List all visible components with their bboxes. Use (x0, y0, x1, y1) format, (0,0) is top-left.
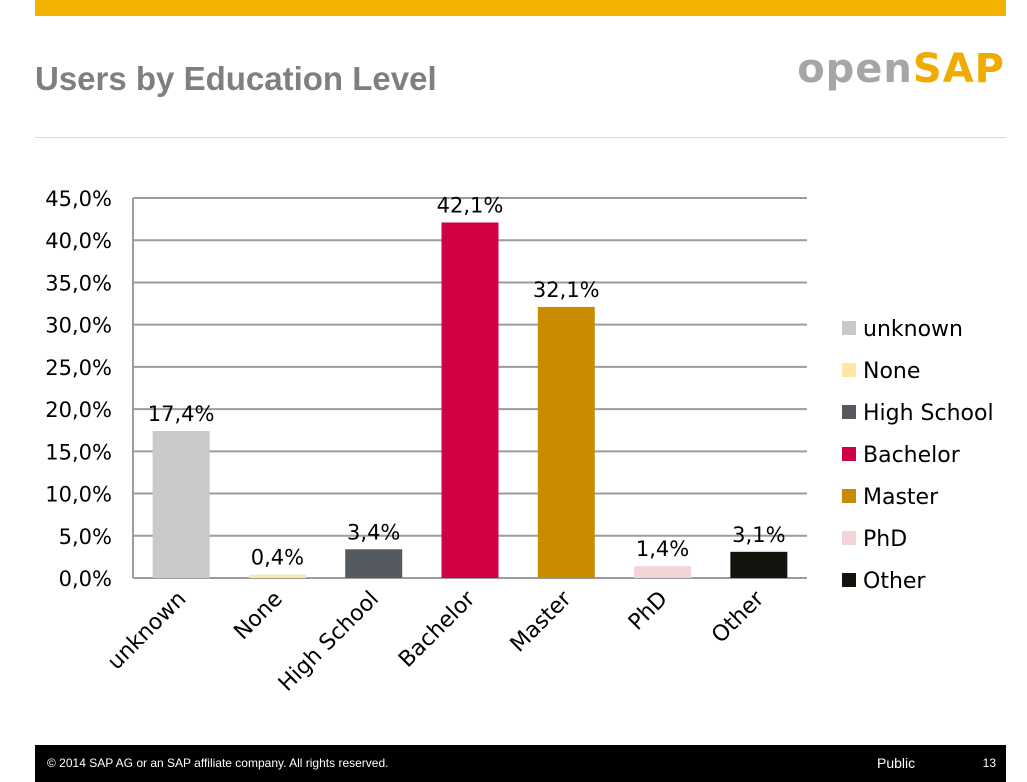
bar-other (730, 551, 788, 578)
data-label: 3,4% (347, 520, 400, 544)
legend-label: Master (863, 485, 939, 510)
legend-swatch (842, 531, 856, 545)
bar-bachelor (441, 222, 499, 578)
bar-none (248, 574, 306, 578)
x-tick-label: Other (707, 586, 770, 649)
legend-swatch (842, 405, 856, 419)
legend-label: High School (863, 401, 994, 426)
footer-classification: Public (877, 755, 916, 771)
bar-high-school (345, 549, 403, 578)
data-label: 32,1% (533, 278, 600, 302)
x-tick-label: None (229, 587, 287, 645)
data-label: 0,4% (251, 546, 304, 570)
y-tick-label: 10,0% (45, 483, 112, 507)
legend-swatch (842, 321, 856, 335)
top-accent-bar (35, 0, 1006, 16)
legend-label: unknown (863, 317, 963, 342)
data-label: 17,4% (148, 402, 215, 426)
data-labels: 17,4% 0,4% 3,4% 42,1% 32,1% 1,4% 3,1% (148, 193, 786, 569)
bar-phd (634, 566, 692, 578)
bar-unknown (152, 431, 210, 578)
x-tick-label: PhD (624, 587, 673, 636)
legend-swatch (842, 447, 856, 461)
y-tick-label: 35,0% (45, 271, 112, 295)
y-tick-label: 15,0% (45, 440, 112, 464)
x-tick-label: unknown (103, 587, 191, 675)
y-tick-label: 20,0% (45, 398, 112, 422)
x-tick-label: High School (274, 587, 384, 697)
data-label: 42,1% (437, 193, 504, 217)
legend-swatch (842, 489, 856, 503)
bar-master (537, 306, 595, 578)
page-title: Users by Education Level (35, 60, 437, 97)
logo-open-text: open (797, 46, 913, 92)
data-label: 1,4% (636, 537, 689, 561)
logo-sap-text: SAP (912, 46, 1005, 92)
y-tick-label: 40,0% (45, 229, 112, 253)
x-tick-label: Master (506, 586, 577, 657)
y-tick-label: 25,0% (45, 356, 112, 380)
opensap-logo: openSAP (797, 46, 1005, 92)
legend-label: None (863, 359, 920, 384)
y-tick-label: 30,0% (45, 314, 112, 338)
legend-label: Bachelor (863, 443, 961, 468)
footer-page-number: 13 (982, 756, 996, 770)
legend-label: PhD (863, 527, 907, 552)
title-divider (35, 137, 1006, 138)
footer-bar: © 2014 SAP AG or an SAP affiliate compan… (35, 745, 1006, 782)
bar-chart: 0,0% 5,0% 10,0% 15,0% 20,0% 25,0% 30,0% 35,0% 40… (45, 187, 994, 697)
legend-swatch (842, 573, 856, 587)
legend-label: Other (863, 569, 926, 594)
x-tick-label: Bachelor (394, 586, 481, 673)
legend: unknown None High School Bachelor Master PhD O… (842, 317, 994, 594)
y-tick-label: 45,0% (45, 187, 112, 211)
y-tick-label: 5,0% (59, 525, 112, 549)
legend-swatch (842, 363, 856, 377)
bars (152, 222, 788, 578)
data-label: 3,1% (732, 523, 785, 547)
footer-copyright: © 2014 SAP AG or an SAP affiliate compan… (47, 756, 389, 770)
y-axis-tick-labels: 0,0% 5,0% 10,0% 15,0% 20,0% 25,0% 30,0% 35,0% 40… (45, 187, 112, 591)
y-tick-label: 0,0% (59, 567, 112, 591)
